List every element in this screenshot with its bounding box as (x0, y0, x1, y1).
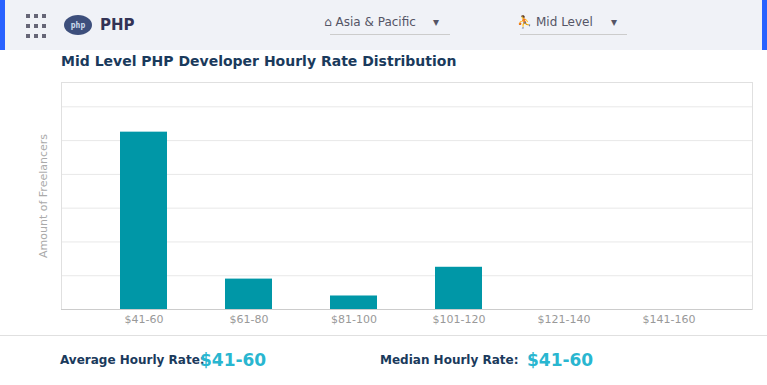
html-text:$41-60: $41-60 (527, 350, 594, 370)
svg-text:$81-100: $81-100 (331, 313, 377, 326)
svg-text:$141-160: $141-160 (643, 313, 696, 326)
html-text:Mid Level PHP Developer Hourly: Mid Level PHP Developer Hourly Rate Dist… (61, 53, 457, 69)
svg-text:$101-120: $101-120 (433, 313, 486, 326)
svg-text:$61-80: $61-80 (230, 313, 269, 326)
html-text:Average Hourly Rate:: Average Hourly Rate: (60, 353, 205, 367)
html-text:PHP: PHP (100, 16, 135, 34)
html-text:⌂ Asia & Pacific: ⌂ Asia & Pacific (324, 15, 416, 29)
svg-text:$41-60: $41-60 (125, 313, 164, 326)
svg-text:Amount of Freelancers: Amount of Freelancers (37, 134, 50, 258)
html-text:php: php (70, 20, 86, 30)
svg-text:$121-140: $121-140 (538, 313, 591, 326)
html-text:$41-60: $41-60 (200, 350, 267, 370)
html-text:⛹ Mid Level: ⛹ Mid Level (517, 15, 593, 29)
html-text:Median Hourly Rate:: Median Hourly Rate: (380, 353, 519, 367)
